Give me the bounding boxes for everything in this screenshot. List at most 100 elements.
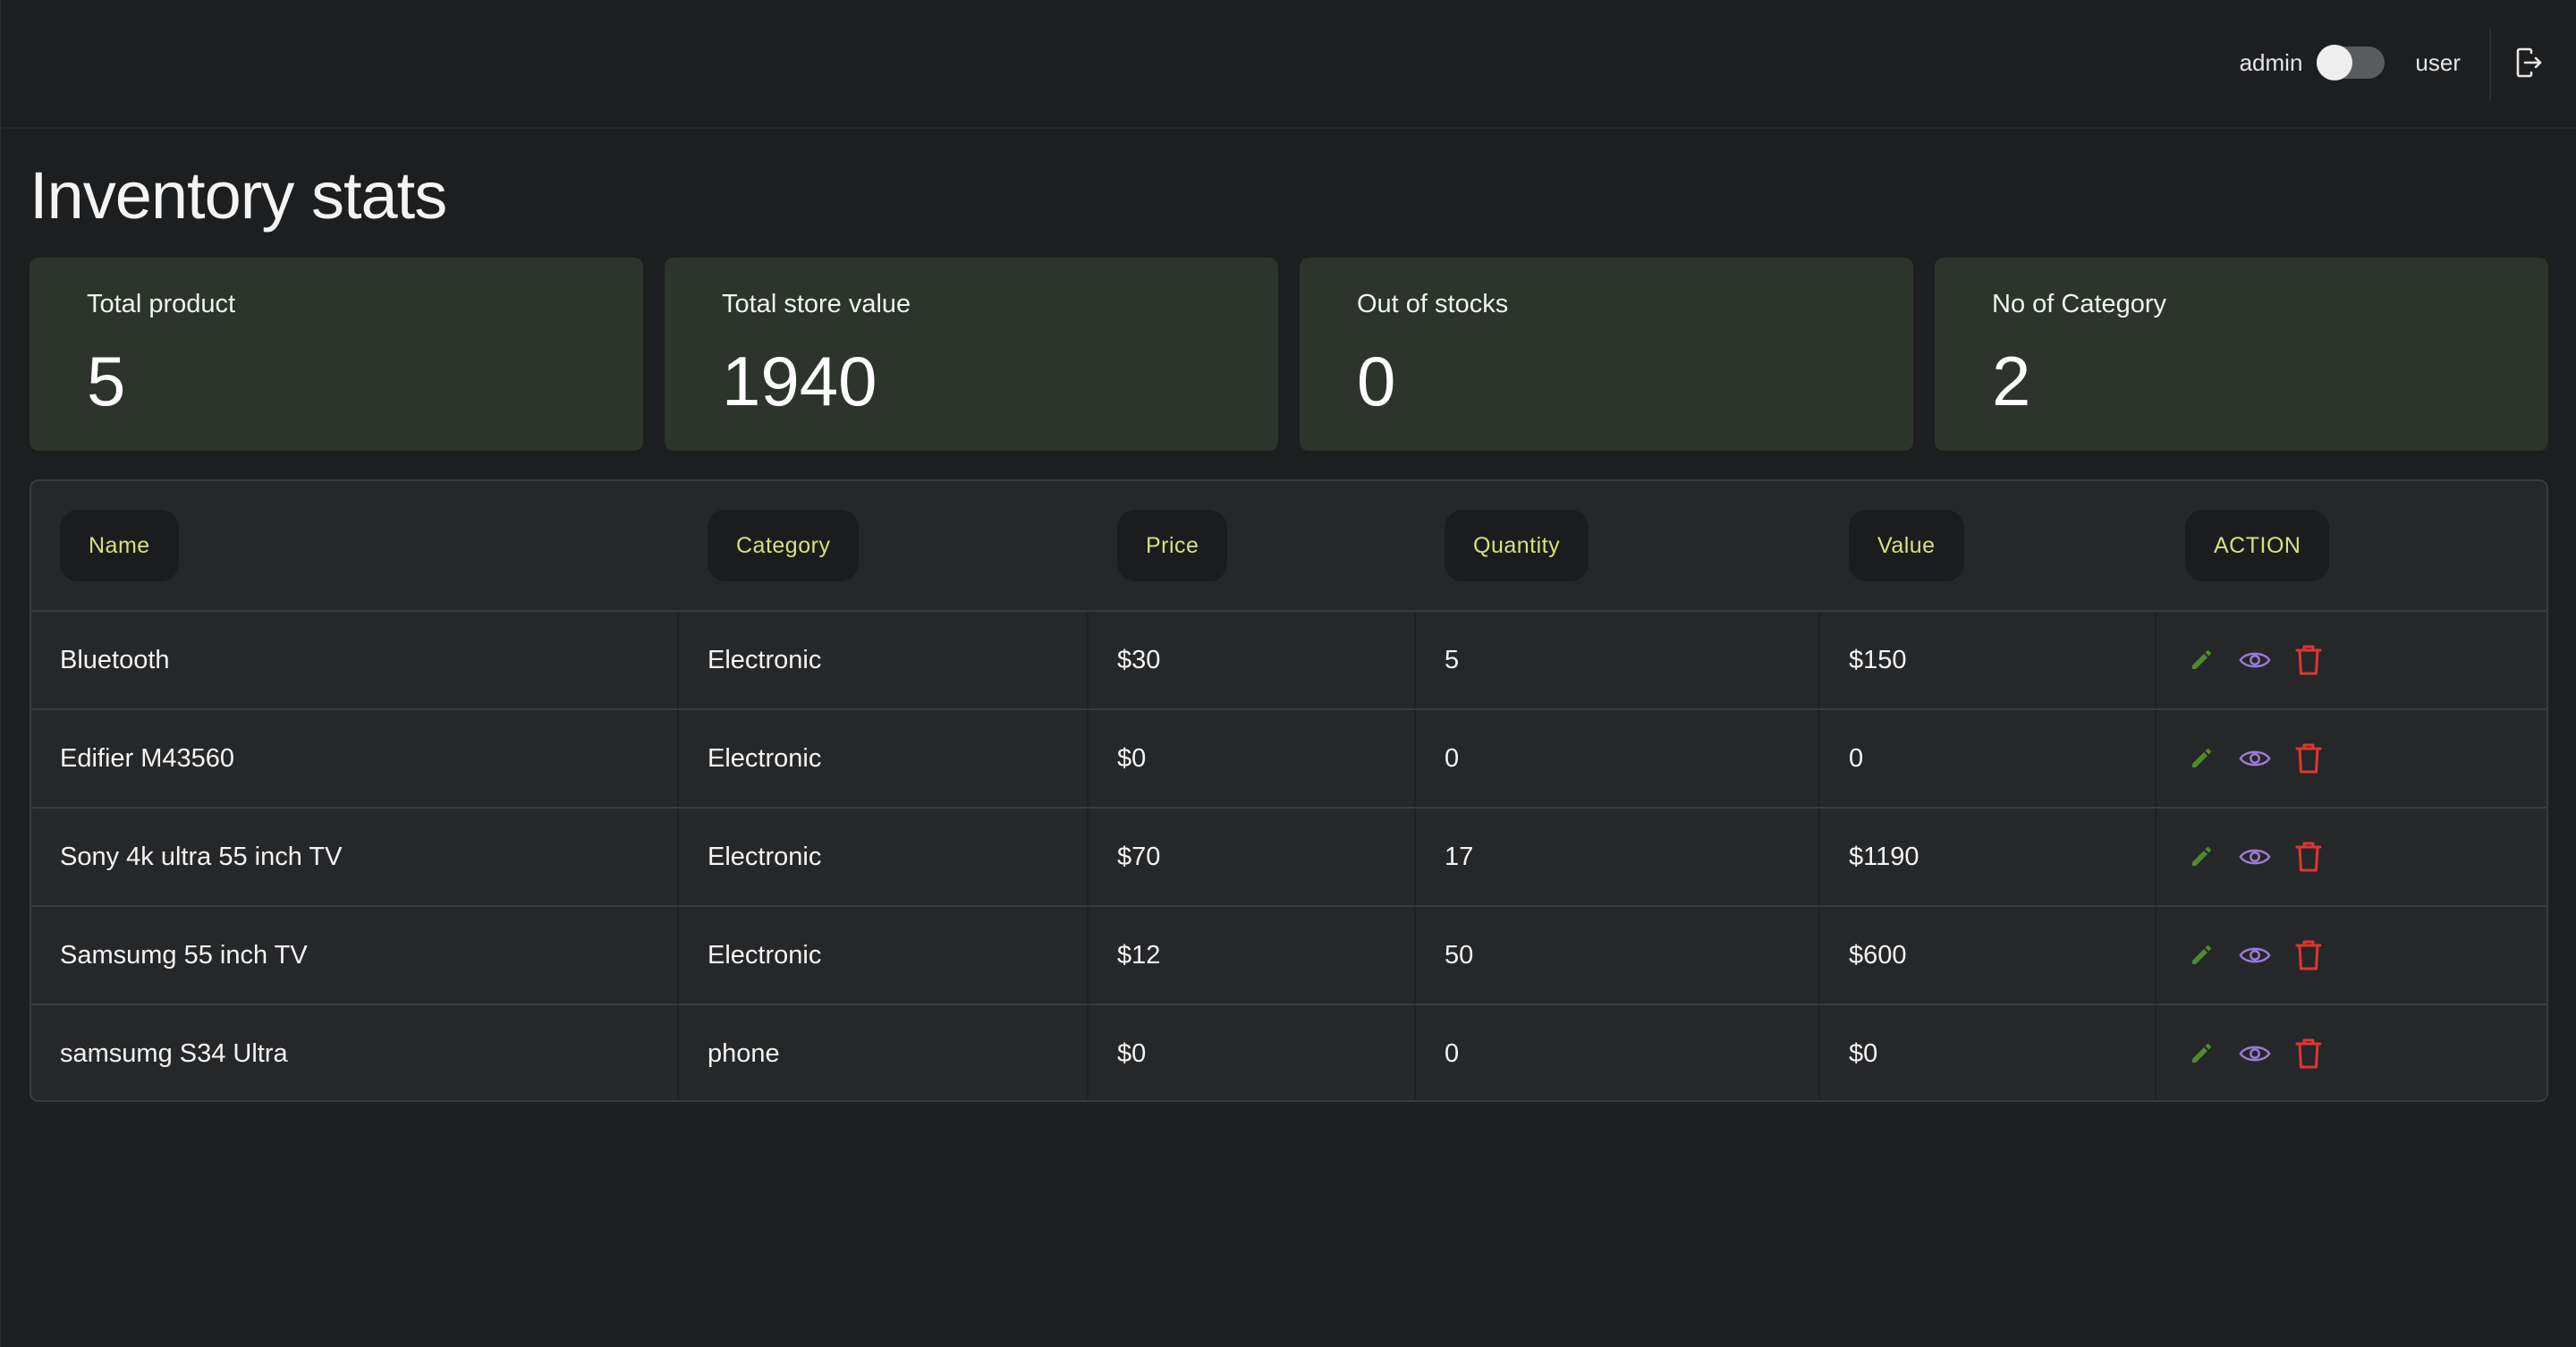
stat-label: Out of stocks: [1357, 290, 1509, 318]
edit-button[interactable]: [2185, 841, 2217, 873]
edit-button[interactable]: [2185, 939, 2217, 971]
cell-quantity: 17: [1445, 842, 1474, 871]
column-separator: [1818, 907, 1820, 1004]
delete-button[interactable]: [2292, 742, 2325, 775]
column-separator: [2155, 809, 2157, 905]
cell-category: Electronic: [708, 645, 822, 674]
column-separator: [1087, 710, 1089, 807]
stat-value: 5: [87, 342, 126, 420]
column-header-value[interactable]: Value: [1849, 510, 1964, 581]
edit-icon[interactable]: [2190, 1042, 2213, 1065]
column-separator: [1414, 710, 1416, 807]
table-body: Bluetooth Electronic $30 5 $150: [31, 612, 2546, 1100]
cell-name: Samsumg 55 inch TV: [60, 940, 308, 970]
cell-value: $1190: [1849, 842, 1919, 871]
column-separator: [677, 907, 679, 1004]
stat-label: Total product: [87, 290, 236, 318]
role-toggle[interactable]: [2317, 45, 2385, 80]
delete-icon[interactable]: [2295, 644, 2322, 676]
edit-icon[interactable]: [2190, 944, 2213, 967]
cell-name: Edifier M43560: [60, 743, 235, 773]
cell-price: $0: [1117, 1038, 1147, 1068]
header-divider: [2489, 29, 2491, 100]
cell-price: $12: [1117, 940, 1161, 970]
toggle-knob[interactable]: [2317, 45, 2353, 80]
column-separator: [677, 1005, 679, 1100]
column-separator: [2155, 612, 2157, 708]
view-icon[interactable]: [2239, 944, 2271, 967]
column-header-quantity[interactable]: Quantity: [1445, 510, 1589, 581]
stat-card-total-product: Total product 5: [30, 258, 643, 451]
delete-button[interactable]: [2292, 841, 2325, 873]
edit-icon[interactable]: [2190, 648, 2213, 672]
inventory-table: Name Category Price Quantity Value ACTIO…: [30, 479, 2548, 1102]
stat-card-out-of-stocks: Out of stocks 0: [1300, 258, 1913, 451]
cell-price: $30: [1117, 645, 1161, 674]
column-separator: [1818, 710, 1820, 807]
stat-card-no-of-category: No of Category 2: [1935, 258, 2548, 451]
page-title: Inventory stats: [30, 158, 447, 233]
column-header-category[interactable]: Category: [708, 510, 860, 581]
logout-icon[interactable]: [2515, 47, 2542, 78]
stat-label: No of Category: [1992, 290, 2167, 318]
view-icon[interactable]: [2239, 648, 2271, 672]
view-button[interactable]: [2239, 742, 2271, 775]
cell-value: 0: [1849, 743, 1864, 773]
view-button[interactable]: [2239, 1038, 2271, 1070]
cell-name: Sony 4k ultra 55 inch TV: [60, 842, 343, 871]
column-separator: [2155, 710, 2157, 807]
column-header-name[interactable]: Name: [60, 510, 179, 581]
table-row: Sony 4k ultra 55 inch TV Electronic $70 …: [31, 809, 2546, 907]
delete-button[interactable]: [2292, 1038, 2325, 1070]
view-button[interactable]: [2239, 841, 2271, 873]
column-separator: [1087, 809, 1089, 905]
column-separator: [2155, 1005, 2157, 1100]
view-icon[interactable]: [2239, 1042, 2271, 1065]
column-separator: [1414, 809, 1416, 905]
cell-category: phone: [708, 1038, 780, 1068]
logout-button[interactable]: [2509, 43, 2548, 82]
view-icon[interactable]: [2239, 747, 2271, 770]
cell-category: Electronic: [708, 940, 822, 970]
cell-name: samsumg S34 Ultra: [60, 1038, 288, 1068]
delete-button[interactable]: [2292, 939, 2325, 971]
column-separator: [1818, 612, 1820, 708]
column-header-price[interactable]: Price: [1117, 510, 1228, 581]
cell-category: Electronic: [708, 842, 822, 871]
view-button[interactable]: [2239, 939, 2271, 971]
view-button[interactable]: [2239, 644, 2271, 676]
cell-quantity: 0: [1445, 1038, 1460, 1068]
cell-category: Electronic: [708, 743, 822, 773]
view-icon[interactable]: [2239, 845, 2271, 868]
edit-icon[interactable]: [2190, 845, 2213, 868]
stat-value: 2: [1992, 342, 2031, 420]
cell-value: $150: [1849, 645, 1907, 674]
column-separator: [1414, 907, 1416, 1004]
cell-actions: [2157, 710, 2546, 807]
cell-price: $70: [1117, 842, 1161, 871]
cell-actions: [2157, 907, 2546, 1004]
stat-value: 1940: [722, 342, 877, 420]
cell-actions: [2157, 612, 2546, 708]
edit-button[interactable]: [2185, 1038, 2217, 1070]
edit-button[interactable]: [2185, 644, 2217, 676]
column-separator: [1087, 1005, 1089, 1100]
edit-icon[interactable]: [2190, 747, 2213, 770]
stat-value: 0: [1357, 342, 1396, 420]
edit-button[interactable]: [2185, 742, 2217, 775]
delete-icon[interactable]: [2295, 939, 2322, 971]
cell-value: $600: [1849, 940, 1907, 970]
stat-label: Total store value: [722, 290, 911, 318]
delete-icon[interactable]: [2295, 841, 2322, 873]
table-row: Edifier M43560 Electronic $0 0 0: [31, 710, 2546, 809]
delete-button[interactable]: [2292, 644, 2325, 676]
role-user-label: user: [2415, 48, 2461, 76]
column-separator: [1087, 907, 1089, 1004]
top-bar: admin user: [1, 0, 2576, 129]
delete-icon[interactable]: [2295, 1038, 2322, 1070]
column-separator: [677, 612, 679, 708]
delete-icon[interactable]: [2295, 742, 2322, 775]
cell-actions: [2157, 1005, 2546, 1100]
column-separator: [1818, 1005, 1820, 1100]
table-row: Bluetooth Electronic $30 5 $150: [31, 612, 2546, 710]
